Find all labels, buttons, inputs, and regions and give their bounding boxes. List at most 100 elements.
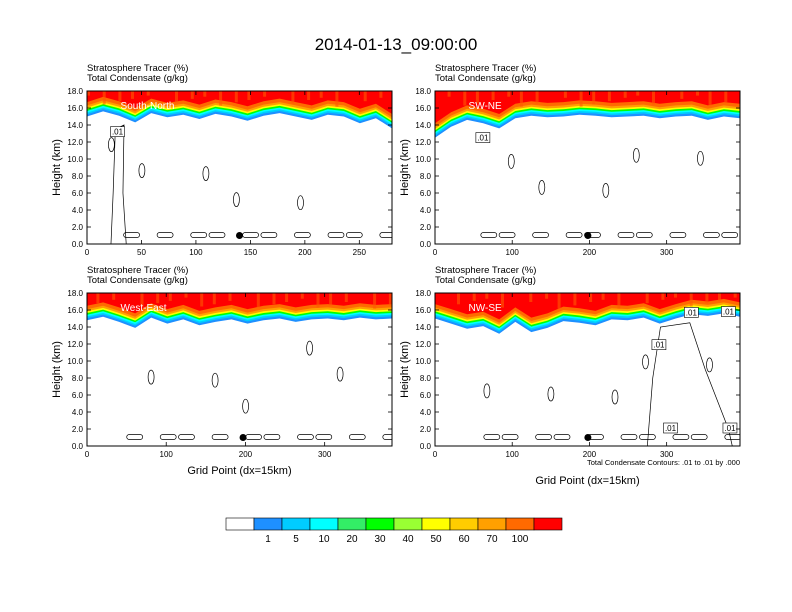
contour-label-box <box>721 306 736 317</box>
tracer-streak <box>256 293 260 308</box>
colorbar-label: 10 <box>318 534 330 545</box>
panel-sn: Stratosphere Tracer (%)Total Condensate … <box>51 63 393 257</box>
x-tick-label: 0 <box>433 248 438 257</box>
tracer-streak <box>291 91 295 104</box>
tracer-streak <box>636 91 640 96</box>
contour-label-box <box>110 126 125 137</box>
y-tick-label: 0.0 <box>72 240 84 249</box>
condensate-contour <box>620 434 638 440</box>
contour-label-box <box>651 339 667 351</box>
tracer-band <box>435 91 740 124</box>
colorbar: 1 5 10 20 30 40 50 60 70 100 <box>225 517 563 545</box>
tracer-streak <box>329 293 333 306</box>
condensate-contour <box>379 232 392 238</box>
colorbar-label: 5 <box>293 534 299 545</box>
x-tick-label: 100 <box>506 248 520 257</box>
tracer-streak <box>112 293 116 300</box>
y-tick-label: 14.0 <box>67 121 83 130</box>
colorbar-label: 100 <box>512 534 529 545</box>
y-tick-label: 10.0 <box>67 357 83 366</box>
x-tick-label: 200 <box>239 450 253 459</box>
contour-label: .01 <box>112 128 124 137</box>
tracer-streak <box>696 91 699 96</box>
contour-label: .01 <box>686 308 698 317</box>
tracer-streak <box>705 293 709 304</box>
x-tick-label: 200 <box>583 248 597 257</box>
condensate-contour <box>345 232 363 238</box>
x-tick-label: 100 <box>189 248 203 257</box>
tracer-streak <box>184 293 188 298</box>
condensate-contour <box>190 232 208 238</box>
tracer-streak <box>689 293 693 307</box>
condensate-contour <box>382 434 392 440</box>
y-tick-label: 14.0 <box>415 323 431 332</box>
tracer-streak <box>131 91 134 99</box>
colorbar-swatch <box>421 517 451 531</box>
y-tick-label: 0.0 <box>420 240 432 249</box>
colorbar-swatch <box>365 517 395 531</box>
tracer-streak <box>140 293 144 307</box>
condensate-contour <box>211 372 219 388</box>
panel-subtitle: Stratosphere Tracer (%) <box>87 265 188 276</box>
colorbar-label: 50 <box>430 534 442 545</box>
colorbar-swatch <box>337 517 367 531</box>
tracer-streak <box>718 293 721 301</box>
location-marker <box>584 232 592 239</box>
tracer-streak <box>307 91 311 100</box>
condensate-contour <box>297 434 314 440</box>
tracer-streak <box>573 293 577 306</box>
tracer-streak <box>200 293 204 307</box>
y-tick-label: 16.0 <box>415 306 431 315</box>
tracer-streak <box>87 91 90 96</box>
condensate-contour <box>336 366 344 382</box>
panel-subtitle: Total Condensate (g/kg) <box>435 73 536 84</box>
tracer-streak <box>146 91 150 96</box>
y-tick-label: 2.0 <box>420 223 432 232</box>
y-tick-label: 10.0 <box>67 155 83 164</box>
condensate-contour <box>724 434 740 440</box>
tracer-streak <box>457 293 460 305</box>
condensate-contour <box>242 398 249 414</box>
y-tick-label: 4.0 <box>72 408 84 417</box>
tracer-streak <box>529 293 533 302</box>
tracer-streak <box>485 293 489 299</box>
condensate-contour <box>211 434 229 440</box>
y-tick-label: 8.0 <box>72 374 84 383</box>
tracer-streak <box>680 91 684 99</box>
tracer-streak <box>472 293 476 301</box>
panel-frame <box>86 90 393 245</box>
panel-we: Stratosphere Tracer (%)Total Condensate … <box>51 265 393 477</box>
y-tick-label: 18.0 <box>415 289 431 298</box>
condensate-contour <box>602 183 610 198</box>
condensate-contour <box>480 232 498 238</box>
x-tick-label: 150 <box>244 248 258 257</box>
tracer-streak <box>234 91 238 103</box>
condensate-contour <box>202 166 210 181</box>
tracer-streak <box>316 293 320 308</box>
condensate-contour <box>611 389 619 405</box>
tracer-streak <box>285 293 289 302</box>
tracer-streak <box>661 293 665 300</box>
x-tick-label: 50 <box>137 248 146 257</box>
panels: Stratosphere Tracer (%) Total Condensate … <box>51 63 741 487</box>
tracer-streak <box>589 293 593 302</box>
condensate-contour <box>635 232 653 238</box>
panel-subtitle: Total Condensate (g/kg) <box>435 275 536 286</box>
colorbar-label: 1 <box>265 534 271 545</box>
colorbar-swatch <box>449 517 479 531</box>
panel-frame <box>434 90 741 245</box>
tracer-streak <box>545 293 549 299</box>
condensate-contour <box>159 434 177 440</box>
condensate-contour <box>315 434 333 440</box>
panel-frame <box>434 292 741 447</box>
tracer-streak <box>263 91 267 97</box>
colorbar-swatch <box>505 517 535 531</box>
colorbar-label: 60 <box>458 534 470 545</box>
y-axis-title: Height (km) <box>399 341 411 398</box>
panel-label: SW-NE <box>469 101 502 112</box>
condensate-contour <box>294 232 311 238</box>
condensate-contour <box>348 434 366 440</box>
y-axis-title: Height (km) <box>399 139 411 196</box>
panel-content: .01 South-North <box>87 91 392 244</box>
